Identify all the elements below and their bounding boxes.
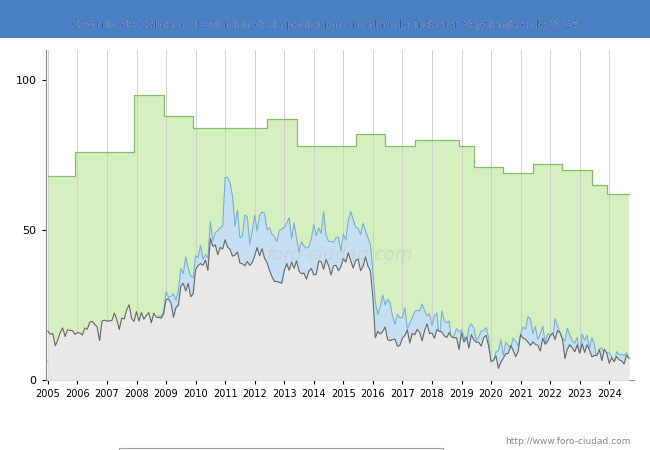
Text: http://www.foro-ciudad.com: http://www.foro-ciudad.com <box>505 436 630 446</box>
Text: Castrillo de Cabrera - Evolucion de la poblacion en edad de Trabajar Septiembre : Castrillo de Cabrera - Evolucion de la p… <box>72 20 578 30</box>
Text: Castrillo de Cabrera - Evolucion de la poblacion en edad de Trabajar Septiembre : Castrillo de Cabrera - Evolucion de la p… <box>72 20 578 30</box>
Text: foro-ciudad.com: foro-ciudad.com <box>266 246 413 264</box>
Legend: Ocupados, Parados, Hab. entre 16-64: Ocupados, Parados, Hab. entre 16-64 <box>118 448 443 450</box>
